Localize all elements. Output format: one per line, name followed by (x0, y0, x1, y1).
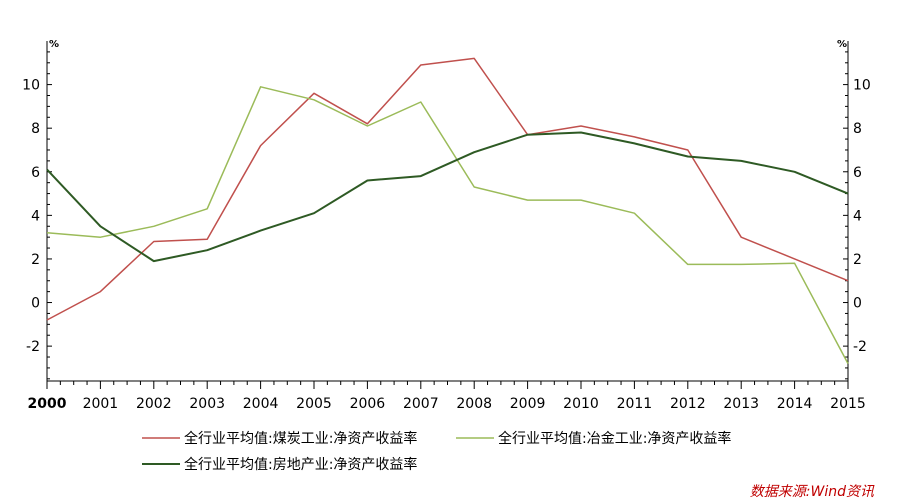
left-y-tick-label: 10 (22, 78, 40, 94)
left-y-tick-label: 8 (31, 121, 40, 137)
x-tick-label: 2008 (456, 396, 492, 412)
x-tick-label: 2009 (510, 396, 546, 412)
left-y-tick-label: -2 (26, 339, 40, 355)
left-y-tick-label: 4 (31, 208, 40, 224)
x-tick-label: 2010 (563, 396, 599, 412)
x-tick-label: 2005 (296, 396, 332, 412)
x-tick-label: 2004 (243, 396, 279, 412)
right-unit-label: % (837, 39, 847, 50)
legend-label-3: 全行业平均值:房地产业:净资产收益率 (184, 456, 417, 473)
right-y-tick-label: -2 (853, 339, 867, 355)
source-note: 数据来源:Wind资讯 (750, 484, 875, 500)
x-tick-label: 2007 (403, 396, 439, 412)
series-line-1 (46, 57, 849, 321)
right-y-tick-label: 2 (853, 252, 862, 268)
x-tick-label: 2003 (189, 396, 225, 412)
right-y-tick-label: 10 (853, 78, 871, 94)
series-line-2 (46, 86, 849, 364)
x-tick-label: 2000 (28, 396, 67, 412)
x-tick-label: 2015 (830, 396, 866, 412)
x-tick-label: 2011 (617, 396, 653, 412)
x-tick-label: 2002 (136, 396, 172, 412)
right-y-tick-label: 4 (853, 208, 862, 224)
left-y-tick-label: 6 (31, 165, 40, 181)
legend-label-1: 全行业平均值:煤炭工业:净资产收益率 (184, 430, 417, 447)
x-tick-label: 2006 (350, 396, 386, 412)
legend: 全行业平均值:煤炭工业:净资产收益率 全行业平均值:冶金工业:净资产收益率全行业平… (142, 430, 731, 473)
x-tick-label: 2001 (83, 396, 119, 412)
x-tick-label: 2012 (670, 396, 706, 412)
right-y-tick-label: 8 (853, 121, 862, 137)
series-lines (46, 57, 849, 364)
left-unit-label: % (49, 39, 59, 50)
right-y-tick-label: 0 (853, 296, 862, 312)
x-tick-label: 2013 (723, 396, 759, 412)
series-line-3 (46, 131, 849, 263)
x-tick-label: 2014 (777, 396, 813, 412)
left-y-tick-label: 2 (31, 252, 40, 268)
left-y-tick-label: 0 (31, 296, 40, 312)
right-y-tick-label: 6 (853, 165, 862, 181)
legend-label-2: 全行业平均值:冶金工业:净资产收益率 (498, 430, 731, 447)
axes: -2 -2 0 0 2 2 4 4 6 6 8 8 10 10 2000 2001 2002 2003 2004 20… (22, 41, 871, 412)
